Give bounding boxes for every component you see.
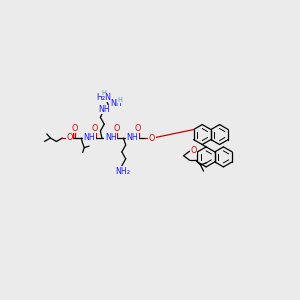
Text: O: O — [149, 134, 155, 142]
Text: NH₂: NH₂ — [115, 167, 130, 176]
Text: NH: NH — [98, 105, 110, 114]
Text: O: O — [190, 146, 197, 155]
Text: NH: NH — [126, 133, 138, 142]
Text: NH: NH — [105, 133, 117, 142]
Text: O: O — [148, 133, 154, 142]
Text: O: O — [92, 124, 98, 133]
Text: NH: NH — [83, 133, 95, 142]
Text: NH: NH — [110, 99, 122, 108]
Text: O: O — [71, 124, 77, 133]
Text: H₂N: H₂N — [96, 93, 111, 102]
Text: H: H — [101, 90, 106, 96]
Text: O: O — [135, 124, 141, 133]
Text: O: O — [66, 133, 73, 142]
Text: H: H — [118, 97, 122, 103]
Text: O: O — [113, 124, 120, 133]
